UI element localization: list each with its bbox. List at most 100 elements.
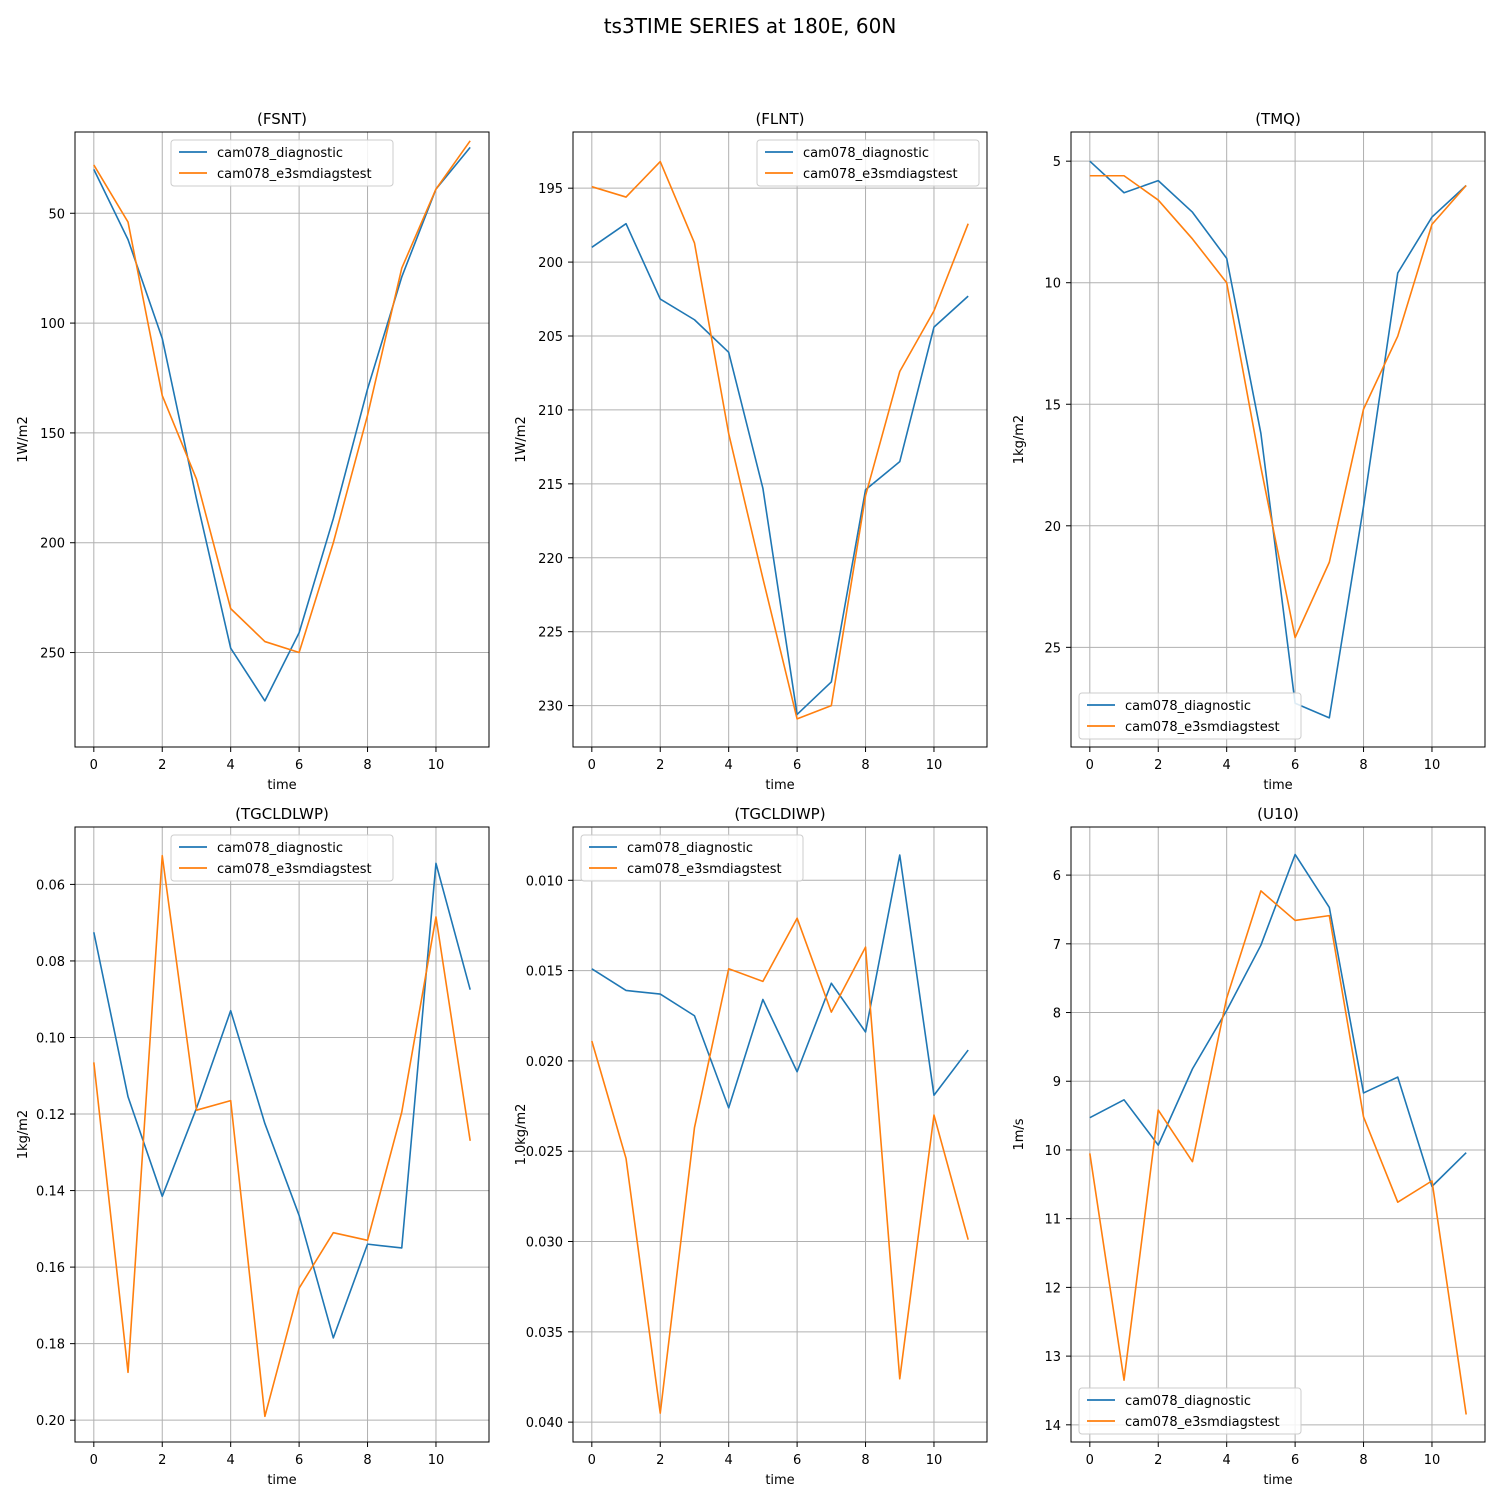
- x-tick-label: 4: [725, 1453, 733, 1468]
- subplot-title: (TGCLDLWP): [235, 805, 329, 823]
- legend: cam078_diagnostic cam078_e3smdiagstest: [1078, 692, 1302, 740]
- series-line-cam078_e3smdiagstest: [591, 917, 969, 1414]
- subplot-title: (U10): [1257, 805, 1299, 823]
- x-tick-label: 8: [861, 1453, 869, 1468]
- subplot-tgcldlwp: 0 2 4 6 8 10 0.06 0.08 0.10 0.12 0.14 0.16 0.18 0.20 (…: [16, 805, 490, 1488]
- x-tick-label: 4: [1223, 1453, 1231, 1468]
- series-line-cam078_diagnostic: [591, 854, 969, 1109]
- y-tick-label: 10: [1044, 277, 1061, 292]
- x-tick-label: 2: [1154, 758, 1162, 773]
- series-line-cam078_e3smdiagstest: [93, 854, 471, 1418]
- y-tick-label: 0.025: [526, 1145, 563, 1160]
- subplot-u10: 0 2 4 6 8 10 6 7 8 9 10 11 12 13 14 (U10) time 1m/s cam078…: [1012, 805, 1486, 1488]
- legend-label: cam078_diagnostic: [803, 146, 929, 161]
- x-tick-label: 6: [793, 758, 801, 773]
- x-tick-label: 10: [1424, 758, 1441, 773]
- x-tick-label: 8: [1359, 1453, 1367, 1468]
- y-tick-label: 15: [1044, 398, 1061, 413]
- legend: cam078_diagnostic cam078_e3smdiagstest: [170, 834, 394, 882]
- y-tick-label: 13: [1044, 1350, 1061, 1365]
- legend-label: cam078_e3smdiagstest: [217, 167, 372, 182]
- legend: cam078_diagnostic cam078_e3smdiagstest: [756, 139, 980, 187]
- subplot-title: (FSNT): [257, 110, 307, 128]
- y-axis-label: 1.0kg/m2: [514, 1104, 529, 1166]
- y-tick-label: 100: [40, 317, 65, 332]
- y-tick-label: 0.20: [36, 1414, 65, 1429]
- series-line-cam078_diagnostic: [93, 146, 471, 702]
- y-tick-label: 195: [538, 182, 563, 197]
- legend: cam078_diagnostic cam078_e3smdiagstest: [170, 139, 394, 187]
- y-axis-label: 1m/s: [1012, 1118, 1027, 1150]
- series-line-cam078_diagnostic: [1089, 160, 1467, 719]
- axes-frame: [74, 826, 490, 1443]
- y-tick-label: 50: [48, 207, 65, 222]
- series-line-cam078_diagnostic: [1089, 853, 1467, 1188]
- x-tick-label: 0: [90, 758, 98, 773]
- x-tick-label: 0: [588, 1453, 596, 1468]
- x-tick-label: 10: [926, 1453, 943, 1468]
- y-tick-label: 7: [1053, 938, 1061, 953]
- legend-box: [170, 139, 394, 187]
- y-tick-label: 5: [1053, 155, 1061, 170]
- series-line-cam078_e3smdiagstest: [93, 140, 471, 654]
- y-axis-label: 1W/m2: [16, 416, 31, 462]
- y-tick-label: 200: [40, 537, 65, 552]
- y-tick-label: 0.18: [36, 1338, 65, 1353]
- axes-frame: [74, 131, 490, 748]
- figure-title: ts3TIME SERIES at 180E, 60N: [603, 14, 897, 38]
- y-tick-label: 210: [538, 404, 563, 419]
- y-tick-label: 0.010: [526, 874, 563, 889]
- y-tick-label: 0.14: [36, 1185, 65, 1200]
- axes-frame: [572, 131, 988, 748]
- y-tick-label: 205: [538, 330, 563, 345]
- y-tick-label: 0.12: [36, 1108, 65, 1123]
- x-tick-label: 8: [861, 758, 869, 773]
- x-tick-label: 0: [90, 1453, 98, 1468]
- y-tick-label: 0.10: [36, 1031, 65, 1046]
- y-tick-label: 0.06: [36, 878, 65, 893]
- x-tick-label: 6: [295, 758, 303, 773]
- legend-box: [1078, 692, 1302, 740]
- y-tick-label: 25: [1044, 641, 1061, 656]
- x-tick-label: 2: [158, 758, 166, 773]
- y-axis-label: 1kg/m2: [1012, 415, 1027, 464]
- x-tick-label: 10: [926, 758, 943, 773]
- y-tick-label: 215: [538, 478, 563, 493]
- subplot-title: (FLNT): [755, 110, 804, 128]
- axes-frame: [572, 826, 988, 1443]
- legend-label: cam078_diagnostic: [1125, 699, 1251, 714]
- series-line-cam078_e3smdiagstest: [1089, 174, 1467, 639]
- x-tick-label: 4: [1223, 758, 1231, 773]
- x-axis-label: time: [1263, 778, 1292, 793]
- y-tick-label: 0.16: [36, 1261, 65, 1276]
- x-tick-label: 8: [363, 758, 371, 773]
- y-tick-label: 6: [1053, 869, 1061, 884]
- y-tick-label: 10: [1044, 1144, 1061, 1159]
- series-line-cam078_e3smdiagstest: [1089, 890, 1467, 1415]
- subplot-fsnt: 0 2 4 6 8 10 50 100 150 200 250 (FSNT) time 1W/m2 cam0…: [16, 110, 490, 793]
- x-tick-label: 0: [1086, 1453, 1094, 1468]
- x-tick-label: 2: [158, 1453, 166, 1468]
- legend-label: cam078_diagnostic: [217, 841, 343, 856]
- x-tick-label: 4: [227, 1453, 235, 1468]
- x-tick-label: 6: [295, 1453, 303, 1468]
- x-tick-label: 10: [428, 758, 445, 773]
- x-tick-label: 2: [656, 1453, 664, 1468]
- x-tick-label: 4: [227, 758, 235, 773]
- x-axis-label: time: [1263, 1473, 1292, 1488]
- subplot-tgcldiwp: 0 2 4 6 8 10 0.010 0.015 0.020 0.025 0.030 0.035 0.0…: [514, 805, 988, 1488]
- y-axis-label: 1W/m2: [514, 416, 529, 462]
- x-axis-label: time: [765, 1473, 794, 1488]
- y-tick-label: 0.015: [526, 965, 563, 980]
- legend-label: cam078_e3smdiagstest: [803, 167, 958, 182]
- x-tick-label: 2: [656, 758, 664, 773]
- x-tick-label: 4: [725, 758, 733, 773]
- x-tick-label: 0: [1086, 758, 1094, 773]
- x-tick-label: 6: [1291, 1453, 1299, 1468]
- x-tick-label: 2: [1154, 1453, 1162, 1468]
- legend-label: cam078_diagnostic: [217, 146, 343, 161]
- y-tick-label: 8: [1053, 1007, 1061, 1022]
- legend: cam078_diagnostic cam078_e3smdiagstest: [1078, 1387, 1302, 1435]
- y-tick-label: 220: [538, 552, 563, 567]
